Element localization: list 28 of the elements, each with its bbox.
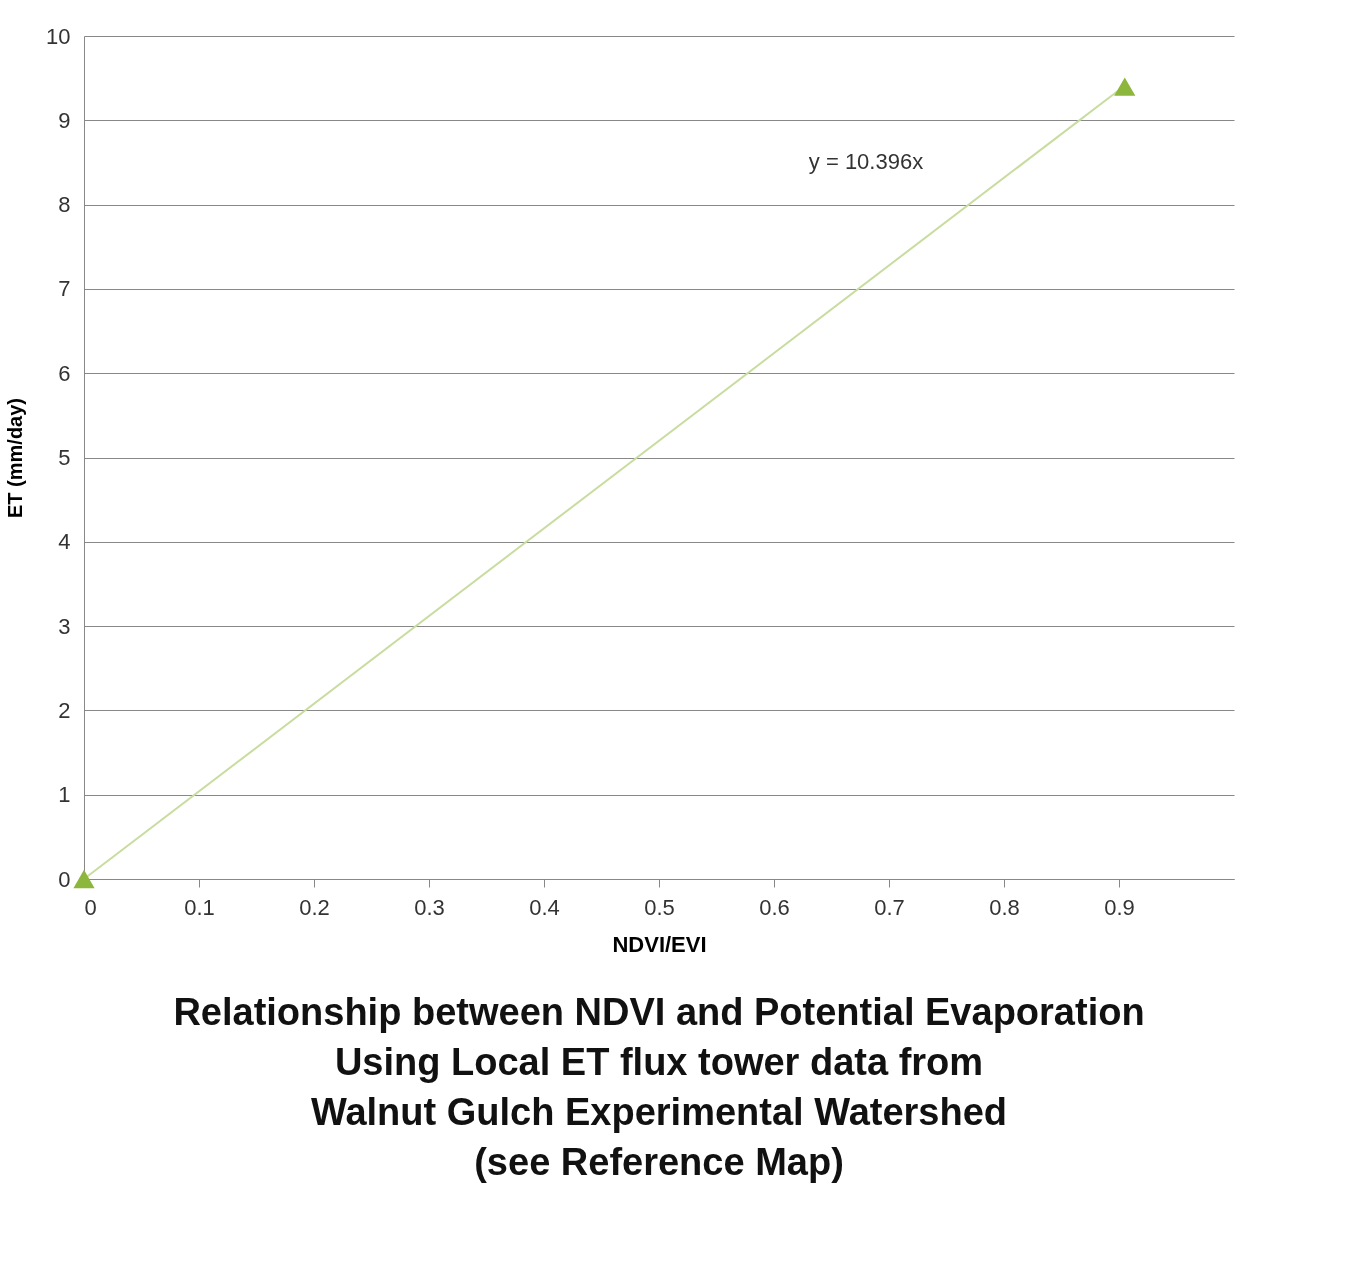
x-tick-label: 0	[84, 894, 97, 920]
x-tick-label: 0.6	[759, 894, 790, 920]
y-tick-label: 3	[58, 613, 71, 639]
y-tick-label: 6	[58, 360, 71, 386]
y-tick-label: 7	[58, 276, 71, 302]
text: (see Reference Map)	[474, 1141, 844, 1183]
y-tick-label: 8	[58, 192, 71, 218]
annotation: y = 10.396x	[808, 149, 924, 175]
x-tick-label: 0.9	[1104, 894, 1135, 920]
x-tick-label: 0.7	[874, 894, 905, 920]
y-tick-label: 5	[58, 445, 71, 470]
y-tick-label: 9	[58, 107, 71, 133]
x-tick-label: 0.1	[184, 894, 215, 920]
x-tick-label: 0.5	[644, 894, 675, 920]
y-tick-label: 10	[46, 23, 71, 49]
text: Walnut Gulch Experimental Watershed	[310, 1091, 1008, 1133]
y-tick-label: 0	[58, 866, 71, 892]
text: Relationship between NDVI and Potential Evaporation	[173, 991, 1145, 1033]
text: Using Local ET flux tower data from	[334, 1041, 984, 1083]
x-tick-label: 0.2	[299, 894, 330, 920]
x-tick-label: 0.4	[529, 894, 560, 920]
x-tick-label: 0.3	[414, 894, 445, 920]
y-tick-label: 1	[58, 782, 71, 808]
y-tick-label: 4	[58, 529, 71, 555]
x-tick-label: 0.8	[989, 894, 1020, 920]
y-axis-title: ET (mm/day)	[4, 397, 27, 519]
x-axis-title: NDVI/EVI	[612, 931, 707, 957]
y-tick-label: 2	[58, 697, 71, 723]
